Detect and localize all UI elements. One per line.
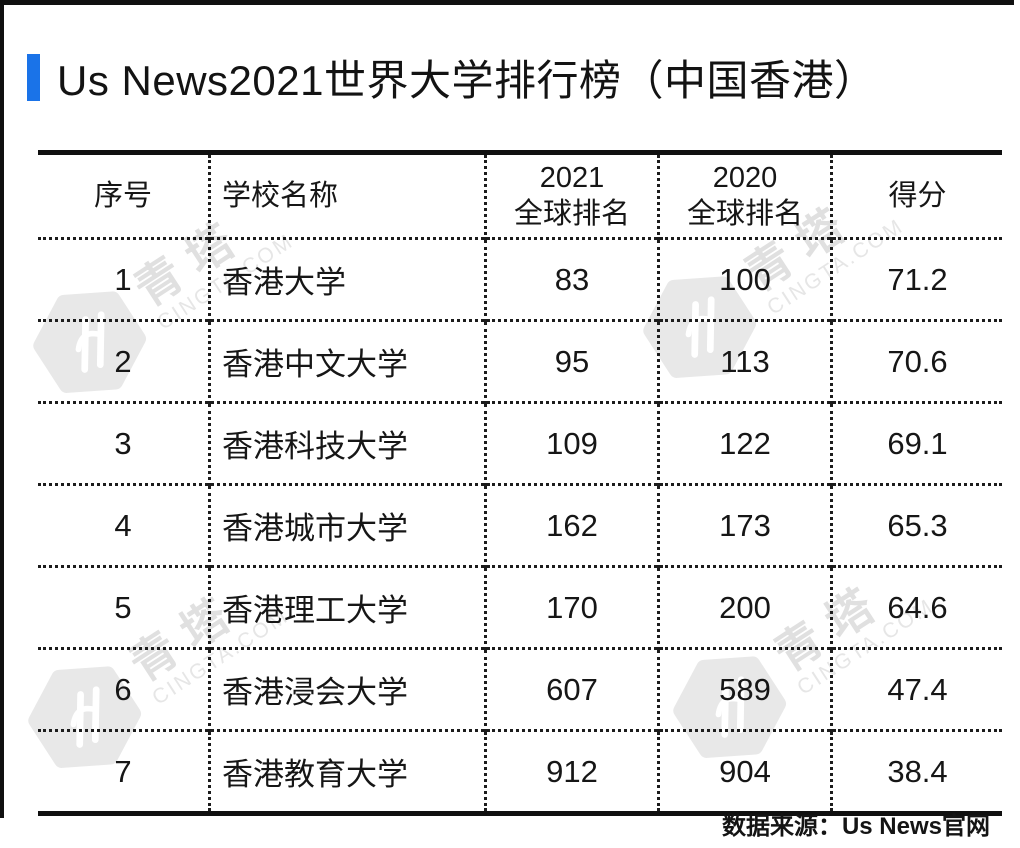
table-header: 序号 学校名称 2021 全球排名 2020 全球排名 得分 <box>38 152 1002 239</box>
cell-index: 1 <box>38 237 210 321</box>
table-row: 2 香港中文大学 95 113 70.6 <box>38 319 1002 403</box>
cell-score: 38.4 <box>830 729 1002 814</box>
cell-school-name: 香港大学 <box>208 237 486 321</box>
column-header-rank-2020: 2020 全球排名 <box>657 152 832 239</box>
frame-left-border <box>0 0 4 818</box>
cell-rank-2021: 170 <box>484 565 659 649</box>
cell-rank-2021: 95 <box>484 319 659 403</box>
cell-score: 69.1 <box>830 401 1002 485</box>
cell-rank-2020: 113 <box>657 319 832 403</box>
cell-rank-2020: 589 <box>657 647 832 731</box>
cell-school-name: 香港理工大学 <box>208 565 486 649</box>
cell-index: 4 <box>38 483 210 567</box>
table-row: 5 香港理工大学 170 200 64.6 <box>38 565 1002 649</box>
cell-score: 47.4 <box>830 647 1002 731</box>
cell-rank-2020: 173 <box>657 483 832 567</box>
page-header: Us News2021世界大学排行榜（中国香港） <box>27 47 876 108</box>
cell-score: 64.6 <box>830 565 1002 649</box>
cell-school-name: 香港中文大学 <box>208 319 486 403</box>
frame-top-border <box>0 0 1014 5</box>
cell-rank-2021: 912 <box>484 729 659 814</box>
cell-score: 71.2 <box>830 237 1002 321</box>
cell-score: 70.6 <box>830 319 1002 403</box>
cell-school-name: 香港浸会大学 <box>208 647 486 731</box>
cell-index: 2 <box>38 319 210 403</box>
table-row: 7 香港教育大学 912 904 38.4 <box>38 729 1002 814</box>
table-header-row: 序号 学校名称 2021 全球排名 2020 全球排名 得分 <box>38 152 1002 239</box>
cell-index: 3 <box>38 401 210 485</box>
column-header-score: 得分 <box>830 152 1002 239</box>
ranking-table: 序号 学校名称 2021 全球排名 2020 全球排名 得分 1 香港大学 83 100 71.… <box>38 150 1002 816</box>
cell-school-name: 香港城市大学 <box>208 483 486 567</box>
data-source-note: 数据来源：Us News官网 <box>721 813 990 840</box>
cell-index: 6 <box>38 647 210 731</box>
table-row: 4 香港城市大学 162 173 65.3 <box>38 483 1002 567</box>
column-header-rank-2021: 2021 全球排名 <box>484 152 659 239</box>
cell-rank-2020: 200 <box>657 565 832 649</box>
cell-rank-2020: 100 <box>657 237 832 321</box>
cell-school-name: 香港教育大学 <box>208 729 486 814</box>
cell-rank-2021: 607 <box>484 647 659 731</box>
cell-rank-2021: 162 <box>484 483 659 567</box>
page-title: Us News2021世界大学排行榜（中国香港） <box>57 57 877 104</box>
cell-index: 7 <box>38 729 210 814</box>
table-row: 3 香港科技大学 109 122 69.1 <box>38 401 1002 485</box>
title-accent-bar <box>27 54 40 101</box>
cell-index: 5 <box>38 565 210 649</box>
column-header-school-name: 学校名称 <box>208 152 486 239</box>
table-row: 6 香港浸会大学 607 589 47.4 <box>38 647 1002 731</box>
cell-rank-2020: 122 <box>657 401 832 485</box>
cell-rank-2021: 109 <box>484 401 659 485</box>
cell-rank-2020: 904 <box>657 729 832 814</box>
table-body: 1 香港大学 83 100 71.2 2 香港中文大学 95 113 70.6 3 香港科技大学 109… <box>38 237 1002 814</box>
table-row: 1 香港大学 83 100 71.2 <box>38 237 1002 321</box>
cell-school-name: 香港科技大学 <box>208 401 486 485</box>
column-header-index: 序号 <box>93 179 152 212</box>
cell-score: 65.3 <box>830 483 1002 567</box>
cell-rank-2021: 83 <box>484 237 659 321</box>
